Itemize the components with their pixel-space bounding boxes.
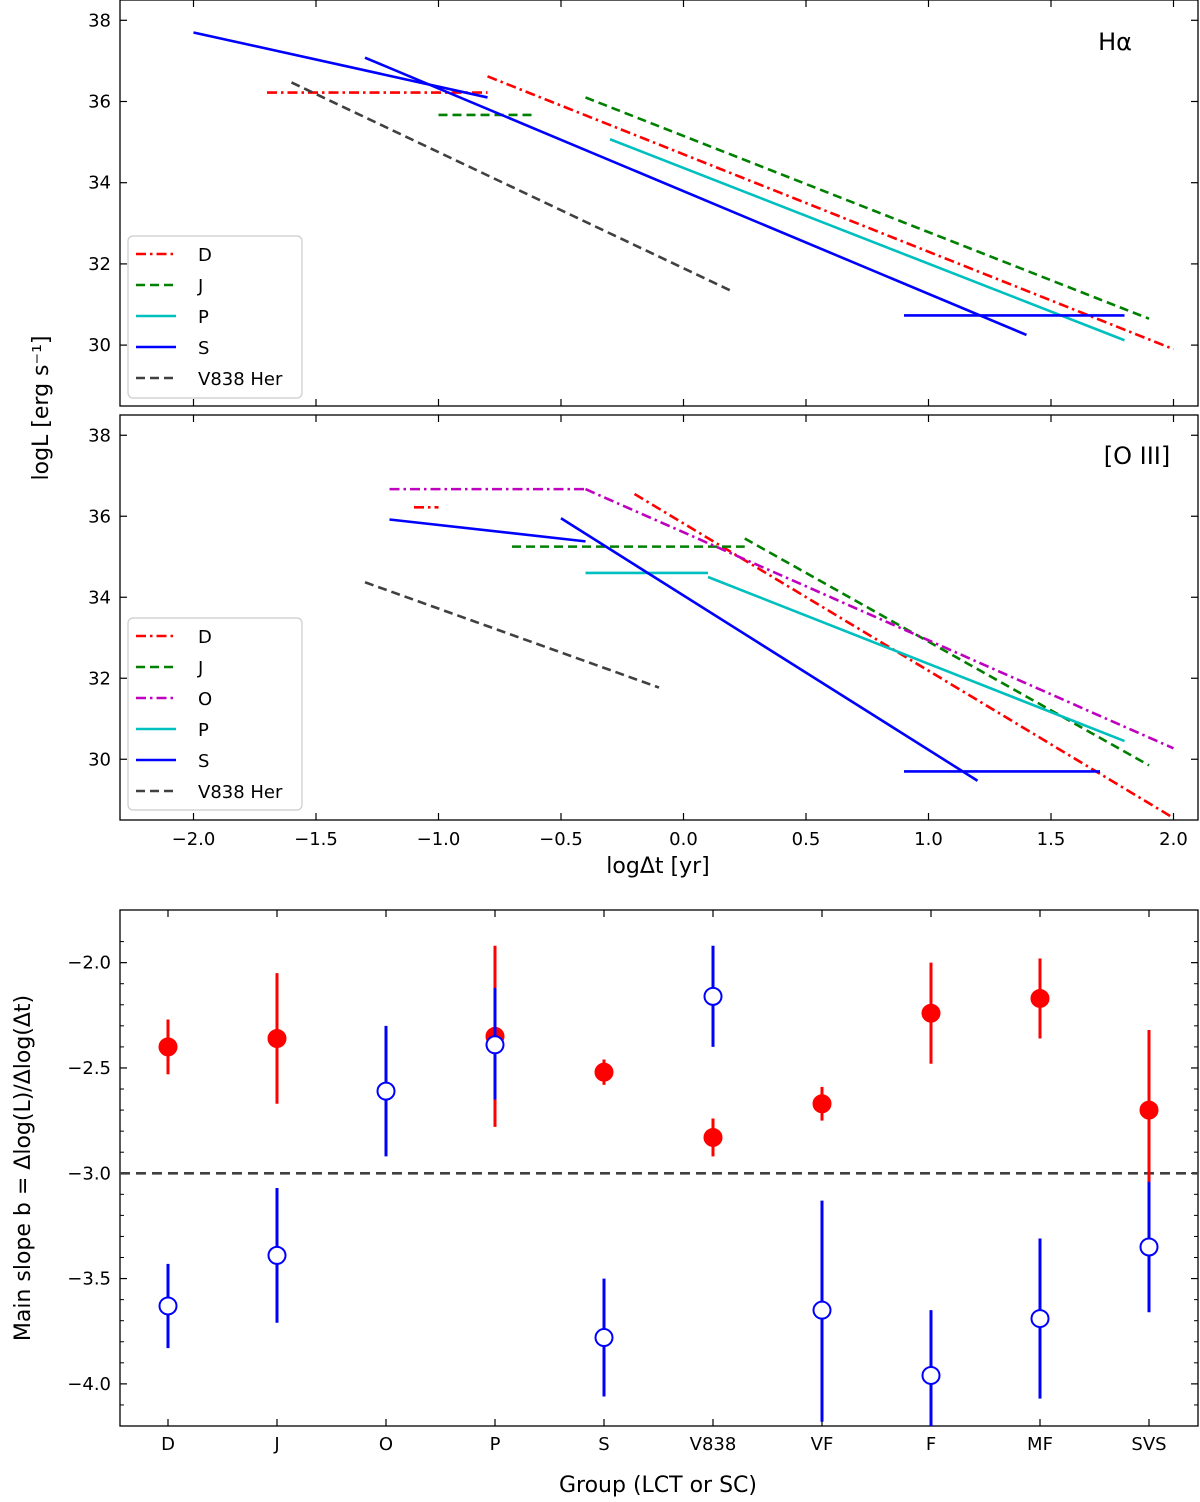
x-axis-label-time: logΔt [yr] [606, 854, 709, 879]
point-s [594, 1328, 614, 1348]
point-d [158, 1296, 178, 1316]
y-tick-label: 38 [88, 425, 111, 446]
panel-oiii: −2.0 −1.5 −1.0 −0.5 0.0 0.5 1.0 1.5 2.0 30 32 34 36 3… [88, 414, 1199, 850]
category-label: VF [811, 1434, 834, 1455]
point-v838 [703, 986, 723, 1006]
point-o [376, 1081, 396, 1101]
series-v838-her-line [364, 581, 660, 689]
x-tick-label: 2.0 [1159, 829, 1188, 850]
x-tick-label: −1.0 [417, 829, 461, 850]
x-tick-label: 0.0 [669, 829, 698, 850]
panel-slopes: D J O P S V838 VF F MF SVS −4.0 −3.5 −3.0 −2.5 −2.0 [67, 909, 1199, 1455]
series-s-line [560, 517, 979, 782]
point-svs [1139, 1237, 1159, 1257]
panel-halpha-lines [193, 31, 1174, 351]
y-tick-label: 34 [88, 587, 111, 608]
series-d-line [633, 492, 1175, 820]
point-f [921, 1003, 941, 1023]
y-axis-label-luminosity: logL [erg s⁻¹] [29, 336, 54, 481]
category-label: D [161, 1434, 175, 1455]
x-tick-label: 1.5 [1037, 829, 1066, 850]
legend-label: P [198, 720, 209, 741]
series-p-line [707, 575, 1125, 743]
category-label: F [926, 1434, 936, 1455]
point-j [267, 1028, 287, 1048]
series-s-line [389, 518, 586, 543]
category-label: MF [1027, 1434, 1053, 1455]
series-p-line [609, 138, 1125, 342]
series-v838-her-line [290, 81, 734, 293]
y-tick-label: 32 [88, 668, 111, 689]
series-d-line [487, 75, 1174, 351]
category-label: J [273, 1434, 279, 1455]
category-label: S [598, 1434, 609, 1455]
y-tick-label: −4.0 [67, 1374, 111, 1395]
panel-slopes-ticks: D J O P S V838 VF F MF SVS −4.0 −3.5 −3.0 −2.5 −2.0 [67, 910, 1198, 1455]
panel-oiii-lines [364, 487, 1175, 820]
point-d [158, 1037, 178, 1057]
panel-oiii-ticks: −2.0 −1.5 −1.0 −0.5 0.0 0.5 1.0 1.5 2.0 30 32 34 36 3… [88, 415, 1198, 850]
x-tick-label: 1.0 [914, 829, 943, 850]
series-s-line [193, 31, 488, 99]
x-tick-label: 0.5 [792, 829, 821, 850]
y-tick-label: 30 [88, 335, 111, 356]
legend-box [127, 235, 303, 399]
point-svs [1139, 1100, 1159, 1120]
y-tick-label: −2.5 [67, 1058, 111, 1079]
series-j-line [585, 96, 1150, 320]
point-mf [1030, 988, 1050, 1008]
point-mf [1030, 1309, 1050, 1329]
category-label: V838 [690, 1434, 737, 1455]
point-p [485, 1035, 505, 1055]
x-tick-label: −2.0 [172, 829, 216, 850]
y-tick-label: 30 [88, 749, 111, 770]
category-label: P [490, 1434, 501, 1455]
legend-label: V838 Her [198, 782, 283, 803]
panel-slopes-frame [119, 909, 1199, 1427]
point-f [921, 1365, 941, 1385]
y-tick-label: 36 [88, 92, 111, 113]
series-o-line [584, 487, 1175, 750]
y-tick-label: −3.0 [67, 1163, 111, 1184]
legend-label: P [198, 307, 209, 328]
category-label: SVS [1131, 1434, 1166, 1455]
series-s-line [364, 56, 1028, 337]
panel-slopes-points [120, 945, 1198, 1426]
y-tick-label: 38 [88, 10, 111, 31]
y-tick-label: −3.5 [67, 1269, 111, 1290]
legend-label: D [198, 627, 212, 648]
point-vf [812, 1300, 832, 1320]
legend-label: J [197, 276, 203, 297]
category-label: O [379, 1434, 393, 1455]
point-j [267, 1245, 287, 1265]
x-axis-label-group: Group (LCT or SC) [559, 1473, 757, 1498]
y-tick-label: 34 [88, 173, 111, 194]
x-tick-label: −0.5 [539, 829, 583, 850]
series-j-line [744, 537, 1150, 767]
legend-label: S [198, 338, 209, 359]
legend-label: V838 Her [198, 369, 283, 390]
y-axis-label-slope: Main slope b = Δlog(L)/Δlog(Δt) [11, 995, 36, 1341]
legend-label: D [198, 245, 212, 266]
panel-halpha-ticks: 30 32 34 36 38 [88, 0, 1198, 406]
point-vf [812, 1094, 832, 1114]
panel-halpha-title: Hα [1098, 28, 1132, 56]
y-tick-label: 36 [88, 506, 111, 527]
legend-label: S [198, 751, 209, 772]
y-tick-label: −2.0 [67, 953, 111, 974]
point-s [594, 1062, 614, 1082]
panel-oiii-title: [O III] [1104, 442, 1170, 470]
y-tick-label: 32 [88, 254, 111, 275]
point-v838 [703, 1127, 723, 1147]
legend-label: J [197, 658, 203, 679]
x-tick-label: −1.5 [294, 829, 338, 850]
legend-label: O [198, 689, 212, 710]
